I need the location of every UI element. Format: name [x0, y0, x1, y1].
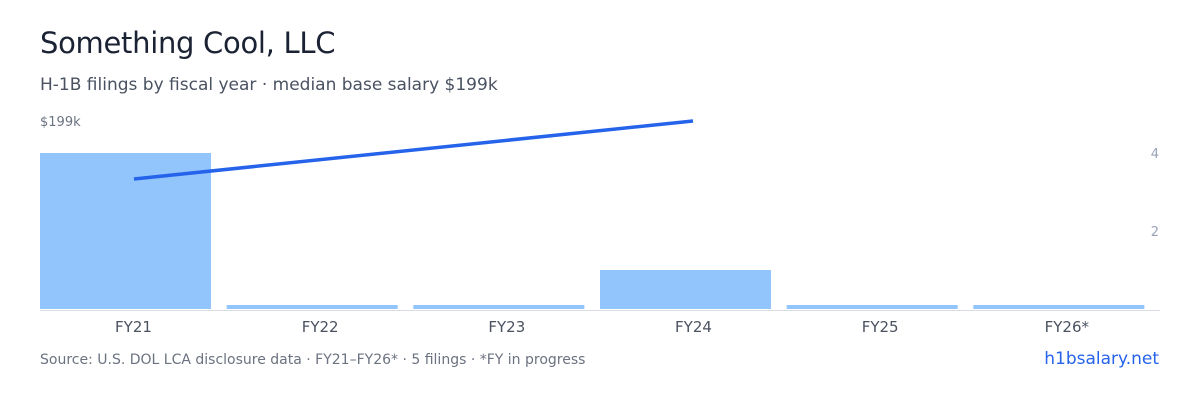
right-axis-tick-label: 2 — [1151, 225, 1159, 240]
bar-fy26-partial — [973, 305, 1145, 309]
x-tick-label: FY23 — [488, 318, 525, 336]
left-axis-tick-label: $199k — [40, 115, 81, 130]
bar-fy25 — [786, 305, 958, 309]
x-tick-label: FY22 — [302, 318, 339, 336]
bar-fy23 — [413, 305, 585, 309]
page-title: Something Cool, LLC — [40, 26, 336, 60]
median-salary-line — [133, 119, 694, 181]
right-axis-tick-label: 4 — [1151, 147, 1159, 162]
x-tick-label: FY26* — [1045, 318, 1090, 336]
bar-fy22 — [226, 305, 398, 309]
bar-fy24 — [600, 270, 771, 309]
site-link[interactable]: h1bsalary.net — [1044, 349, 1159, 369]
page-subtitle: H-1B filings by fiscal year · median bas… — [40, 75, 498, 95]
source-note: Source: U.S. DOL LCA disclosure data · F… — [40, 352, 586, 368]
bar-fy21 — [40, 153, 211, 309]
x-tick-label: FY21 — [115, 318, 152, 336]
x-tick-label: FY25 — [862, 318, 899, 336]
x-tick-label: FY24 — [675, 318, 712, 336]
